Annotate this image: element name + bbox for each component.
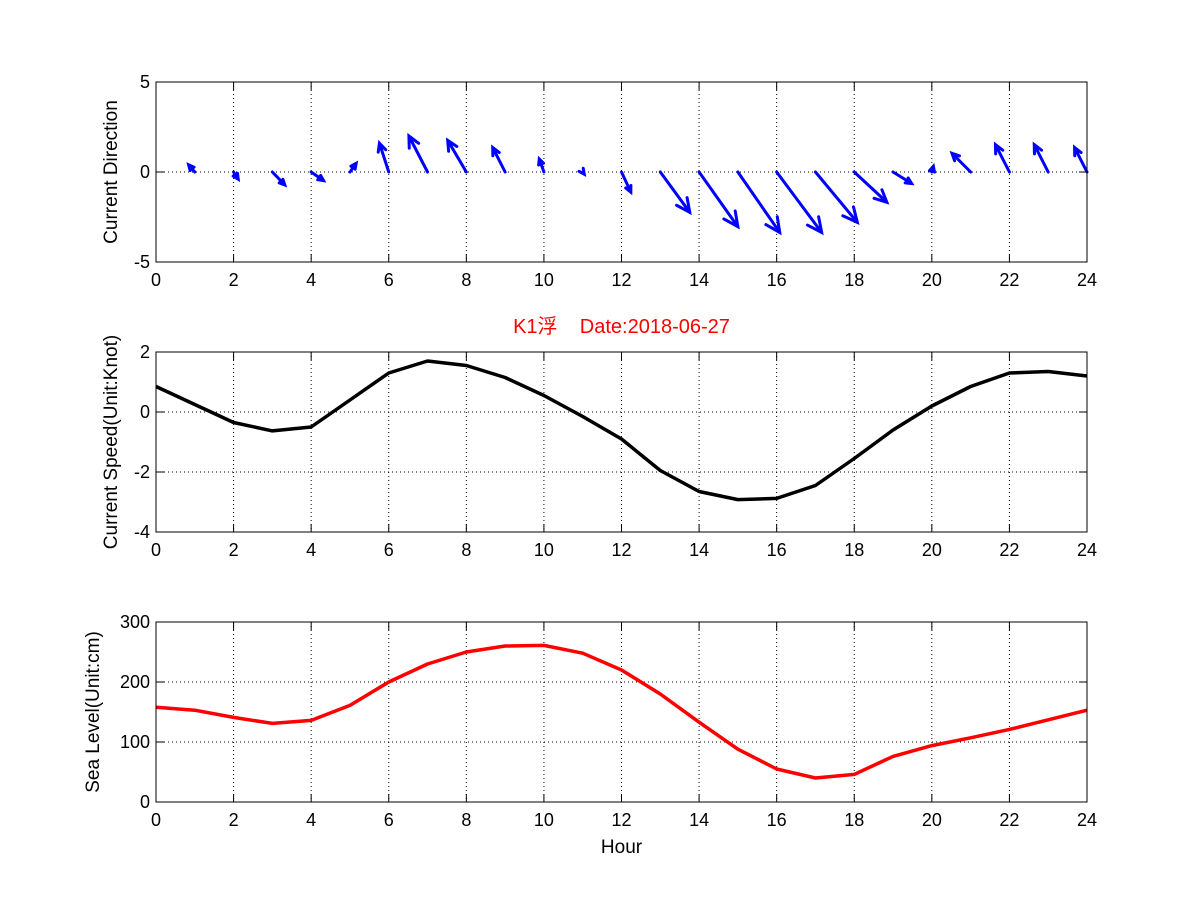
current-speed-x-tick-label: 8 bbox=[461, 540, 471, 560]
current-direction-x-tick-label: 6 bbox=[384, 270, 394, 290]
sea-level-y-tick-label: 300 bbox=[120, 612, 150, 632]
current-direction-x-tick-label: 4 bbox=[306, 270, 316, 290]
current-direction-arrow-2 bbox=[270, 170, 288, 188]
sea-level-x-tick-label: 16 bbox=[767, 810, 787, 830]
sea-level-x-tick-label: 12 bbox=[611, 810, 631, 830]
current-direction-arrow-21 bbox=[993, 141, 1011, 174]
current-speed-x-tick-label: 2 bbox=[229, 540, 239, 560]
current-direction-arrow-15 bbox=[775, 170, 824, 236]
current-direction-x-tick-label: 0 bbox=[151, 270, 161, 290]
current-speed-x-tick-label: 18 bbox=[844, 540, 864, 560]
current-speed-chart-title: K1浮 Date:2018-06-27 bbox=[513, 315, 730, 338]
current-speed-y-tick-label: -4 bbox=[134, 522, 150, 542]
current-direction-arrow-0 bbox=[186, 162, 197, 174]
sea-level-x-tick-label: 6 bbox=[384, 810, 394, 830]
current-direction-x-tick-label: 22 bbox=[999, 270, 1019, 290]
current-direction-x-tick-label: 24 bbox=[1077, 270, 1097, 290]
current-direction-arrow-7 bbox=[445, 137, 468, 174]
current-speed-x-tick-label: 24 bbox=[1077, 540, 1097, 560]
current-direction-arrow-3 bbox=[309, 170, 327, 183]
current-speed-x-tick-label: 16 bbox=[767, 540, 787, 560]
sea-level-series-line bbox=[155, 643, 1088, 780]
current-speed-x-tick-label: 22 bbox=[999, 540, 1019, 560]
current-direction-arrow-5 bbox=[376, 139, 391, 174]
sea-level-axes-frame bbox=[155, 621, 1088, 803]
sea-level-x-tick-label: 0 bbox=[151, 810, 161, 830]
sea-level-x-axis-label: Hour bbox=[601, 837, 643, 858]
current-direction-arrow-8 bbox=[491, 144, 507, 174]
current-speed-y-tick-label: 0 bbox=[140, 402, 150, 422]
current-direction-x-tick-label: 2 bbox=[229, 270, 239, 290]
current-speed-x-tick-label: 14 bbox=[689, 540, 709, 560]
current-direction-arrow-22 bbox=[1032, 141, 1050, 174]
sea-level-x-tick-label: 4 bbox=[306, 810, 316, 830]
sea-level-x-tick-label: 14 bbox=[689, 810, 709, 830]
current-direction-arrow-14 bbox=[736, 170, 782, 236]
current-direction-x-tick-label: 20 bbox=[922, 270, 942, 290]
current-direction-arrow-13 bbox=[697, 170, 740, 230]
sea-level-y-axis-label: Sea Level(Unit:cm) bbox=[83, 631, 104, 793]
sea-level-x-tick-label: 8 bbox=[461, 810, 471, 830]
current-speed-series-line bbox=[155, 359, 1088, 502]
current-direction-arrow-1 bbox=[231, 170, 241, 183]
current-speed-y-tick-label: 2 bbox=[140, 342, 150, 362]
sea-level-x-tick-label: 18 bbox=[844, 810, 864, 830]
current-direction-x-tick-label: 12 bbox=[611, 270, 631, 290]
sea-level-x-tick-label: 2 bbox=[229, 810, 239, 830]
current-speed-x-tick-label: 0 bbox=[151, 540, 161, 560]
current-speed-y-tick-label: -2 bbox=[134, 462, 150, 482]
current-direction-arrow-11 bbox=[620, 170, 633, 196]
current-direction-x-tick-label: 18 bbox=[844, 270, 864, 290]
sea-level-x-tick-label: 20 bbox=[922, 810, 942, 830]
sea-level-x-tick-label: 22 bbox=[999, 810, 1019, 830]
sea-level-plot-area bbox=[156, 622, 1087, 802]
current-speed-x-tick-label: 12 bbox=[611, 540, 631, 560]
current-direction-x-tick-label: 14 bbox=[689, 270, 709, 290]
sea-level-x-tick-label: 24 bbox=[1077, 810, 1097, 830]
current-speed-y-axis-label: Current Speed(Unit:Knot) bbox=[101, 335, 122, 549]
current-speed-x-tick-label: 20 bbox=[922, 540, 942, 560]
sea-level-y-tick-label: 0 bbox=[140, 792, 150, 812]
sea-level-y-tick-label: 100 bbox=[120, 732, 150, 752]
current-speed-x-tick-label: 10 bbox=[534, 540, 554, 560]
sea-level-y-tick-label: 200 bbox=[120, 672, 150, 692]
current-direction-x-tick-label: 10 bbox=[534, 270, 554, 290]
current-direction-arrow-10 bbox=[577, 166, 587, 177]
current-direction-y-tick-label: 0 bbox=[140, 162, 150, 182]
current-direction-arrow-12 bbox=[658, 170, 692, 216]
current-direction-arrow-17 bbox=[852, 170, 890, 205]
current-direction-arrow-18 bbox=[891, 170, 915, 186]
current-direction-axes-frame bbox=[155, 81, 1088, 263]
current-speed-x-tick-label: 4 bbox=[306, 540, 316, 560]
current-direction-y-tick-label: -5 bbox=[134, 252, 150, 272]
current-direction-arrow-6 bbox=[407, 132, 430, 174]
sea-level-x-tick-label: 10 bbox=[534, 810, 554, 830]
current-direction-arrow-16 bbox=[813, 170, 860, 226]
current-direction-y-axis-label: Current Direction bbox=[101, 100, 122, 244]
current-direction-arrow-9 bbox=[537, 155, 546, 174]
current-direction-arrow-4 bbox=[348, 160, 359, 174]
current-speed-axes-frame bbox=[155, 351, 1088, 533]
current-direction-y-tick-label: 5 bbox=[140, 72, 150, 92]
current-speed-plot-area bbox=[156, 352, 1087, 532]
current-direction-arrow-19 bbox=[927, 162, 936, 174]
current-direction-x-tick-label: 16 bbox=[767, 270, 787, 290]
current-direction-x-tick-label: 8 bbox=[461, 270, 471, 290]
current-direction-arrow-20 bbox=[949, 150, 973, 174]
current-speed-x-tick-label: 6 bbox=[384, 540, 394, 560]
current-direction-arrow-23 bbox=[1073, 144, 1089, 174]
